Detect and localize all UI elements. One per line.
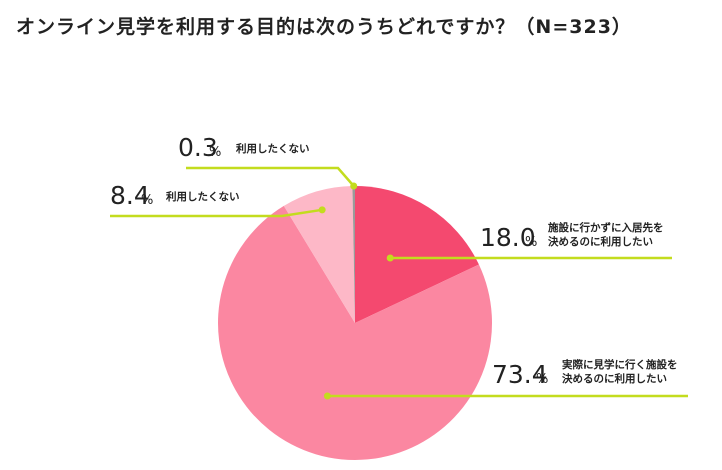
slice-value-1: 73.4 xyxy=(492,360,548,389)
leader-dot-3 xyxy=(350,182,358,190)
slice-labels: 18.0%施設に行かずに入居先を決めるのに利用したい73.4%実際に見学に行く施… xyxy=(110,133,678,389)
leader-line-3 xyxy=(186,166,355,187)
slice-value-0: 18.0 xyxy=(480,223,536,252)
slice-unit-2: % xyxy=(141,193,153,208)
slice-unit-3: % xyxy=(209,145,221,160)
slice-value-3: 0.3 xyxy=(178,133,218,162)
slice-label-1-1: 決めるのに利用したい xyxy=(562,372,667,385)
slice-label-3-0: 利用したくない xyxy=(236,142,310,155)
slice-value-2: 8.4 xyxy=(110,181,150,210)
leader-lines xyxy=(110,166,688,400)
leader-dot-2 xyxy=(318,206,326,214)
slice-label-2-0: 利用したくない xyxy=(166,190,240,203)
slice-unit-0: % xyxy=(525,235,537,250)
pie-slice-2 xyxy=(283,186,355,323)
pie-slice-3 xyxy=(352,185,355,323)
pie-slice-0 xyxy=(355,186,479,323)
leader-dot-0 xyxy=(386,254,394,262)
slice-label-0-1: 決めるのに利用したい xyxy=(548,235,653,248)
leader-line-2 xyxy=(110,208,323,218)
slice-unit-1: % xyxy=(536,372,548,387)
leader-dot-1 xyxy=(323,392,331,400)
chart-title: オンライン見学を利用する目的は次のうちどれですか？（N=323） xyxy=(16,16,632,38)
pie-slices xyxy=(218,185,493,461)
slice-label-1-0: 実際に見学に行く施設を xyxy=(562,358,678,371)
slice-label-0-0: 施設に行かずに入居先を xyxy=(548,221,664,234)
